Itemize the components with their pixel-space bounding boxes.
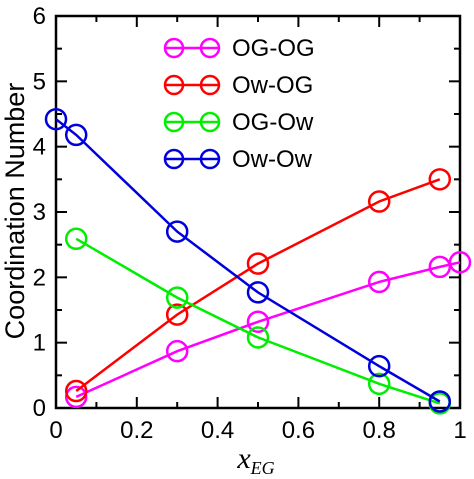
- y-tick-label: 1: [33, 330, 46, 357]
- x-tick-label: 1: [453, 417, 466, 444]
- data-point: [367, 372, 391, 396]
- series-line: [75, 178, 441, 392]
- legend-marker: [199, 37, 221, 59]
- data-point: [428, 168, 452, 191]
- y-tick-label: 5: [33, 68, 46, 95]
- legend-marker: [163, 74, 185, 96]
- axes: 0 0.2 0.4 0.6 0.8 1 0 1 2 3 4 5 6: [33, 3, 467, 444]
- data-point: [367, 190, 391, 213]
- legend-label: OG-Ow: [232, 109, 314, 136]
- legend-entry: Ow-Ow: [163, 146, 313, 173]
- data-point: [64, 123, 88, 147]
- x-axis-label: xEG: [236, 442, 274, 478]
- data-point: [44, 107, 68, 131]
- data-point: [428, 390, 452, 413]
- x-tick-label: 0.6: [282, 417, 315, 444]
- x-tick-label: 0.2: [120, 417, 153, 444]
- data-point: [246, 252, 270, 275]
- legend-marker: [163, 148, 185, 170]
- legend-entry: Ow-OG: [163, 72, 313, 99]
- data-point: [246, 310, 270, 334]
- y-tick-label: 0: [33, 395, 46, 422]
- data-point: [246, 326, 270, 349]
- series-group: [44, 107, 472, 415]
- legend-marker: [199, 111, 221, 133]
- series-og-og: [64, 251, 472, 409]
- y-axis-label: Coordination Number: [0, 83, 30, 340]
- data-point: [64, 379, 88, 403]
- series-og-ow: [64, 227, 452, 415]
- legend-marker: [199, 74, 221, 96]
- data-point: [165, 286, 189, 309]
- data-point: [64, 385, 88, 409]
- series-line: [75, 237, 441, 405]
- legend-label: OG-OG: [232, 35, 315, 62]
- data-point: [165, 220, 189, 243]
- y-tick-label: 3: [33, 199, 46, 226]
- legend-marker: [163, 37, 185, 59]
- data-point: [246, 281, 270, 304]
- series-ow-og: [64, 168, 452, 403]
- legend-entry: OG-OG: [163, 35, 315, 62]
- data-point: [448, 251, 472, 274]
- x-axis-label-main: x: [236, 442, 251, 475]
- x-tick-label: 0.8: [363, 417, 396, 444]
- data-point: [64, 227, 88, 251]
- y-tick-label: 2: [33, 264, 46, 291]
- legend-marker: [199, 148, 221, 170]
- y-tick-label: 6: [33, 3, 46, 30]
- y-tick-label: 4: [33, 134, 46, 161]
- legend-marker: [163, 111, 185, 133]
- legend-entry: OG-Ow: [163, 109, 314, 136]
- x-tick-label: 0: [49, 417, 62, 444]
- series-line: [75, 261, 461, 399]
- series-ow-ow: [44, 107, 452, 413]
- legend-label: Ow-Ow: [232, 146, 313, 173]
- x-axis-label-sub: EG: [250, 458, 275, 478]
- series-line: [55, 118, 441, 403]
- data-point: [367, 354, 391, 378]
- data-point: [165, 339, 189, 363]
- data-point: [165, 303, 189, 326]
- x-tick-label: 0.4: [201, 417, 234, 444]
- data-point: [367, 270, 391, 294]
- legend: OG-OG Ow-OG OG-Ow Ow-Ow: [163, 35, 315, 173]
- legend-label: Ow-OG: [232, 72, 313, 99]
